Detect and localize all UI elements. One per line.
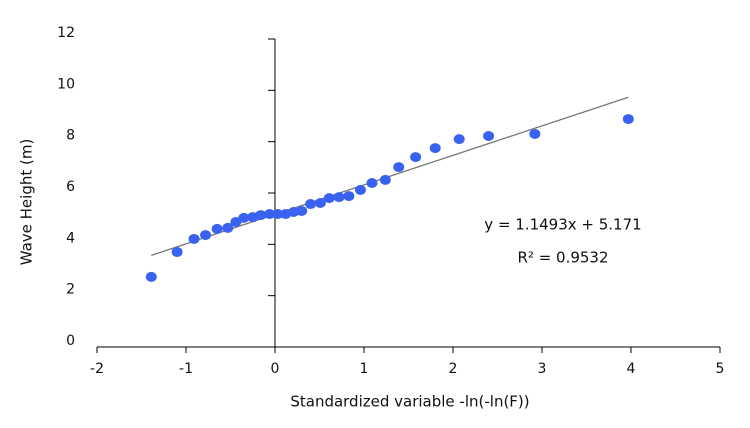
point (171, 247, 183, 258)
y-axis-label: Wave Height (m) (18, 139, 36, 266)
point (333, 192, 345, 203)
point (343, 191, 355, 202)
y-tick-label: 12 (57, 25, 75, 41)
point (429, 143, 441, 154)
x-tick-label: -1 (179, 361, 193, 377)
y-tick-label: 8 (66, 128, 75, 144)
point (305, 199, 317, 210)
r-squared: R² = 0.9532 (517, 249, 608, 267)
y-tick-label: 10 (57, 76, 75, 92)
y-tick-label: 2 (66, 282, 75, 298)
point (255, 210, 267, 221)
x-tick-label: 3 (538, 361, 547, 377)
point (211, 223, 223, 234)
point (200, 230, 212, 241)
point (188, 233, 200, 244)
y-tick-label: 6 (66, 179, 75, 195)
point (483, 131, 495, 142)
point (529, 128, 541, 139)
point (453, 134, 465, 145)
x-tick-label: 0 (271, 361, 280, 377)
point (366, 177, 378, 188)
x-tick-label: 4 (627, 361, 636, 377)
point (238, 212, 250, 223)
x-tick-label: 5 (716, 361, 725, 377)
point (288, 206, 300, 217)
trendline-equation: y = 1.1493x + 5.171 (484, 216, 641, 234)
point (314, 198, 326, 209)
point (354, 184, 366, 195)
point (379, 174, 391, 185)
x-tick-label: -2 (90, 361, 104, 377)
y-tick-label: 0 (66, 333, 75, 349)
point (296, 205, 308, 216)
x-tick-label: 1 (360, 361, 369, 377)
point (393, 162, 405, 173)
point (622, 114, 634, 125)
point (264, 209, 276, 220)
x-axis-label: Standardized variable -ln(-ln(F)) (290, 393, 529, 411)
point (410, 152, 422, 163)
point (323, 193, 335, 204)
x-tick-label: 2 (449, 361, 458, 377)
point (230, 217, 242, 228)
point (272, 209, 284, 220)
point (145, 271, 157, 282)
y-tick-label: 4 (66, 230, 75, 246)
point (222, 222, 234, 233)
